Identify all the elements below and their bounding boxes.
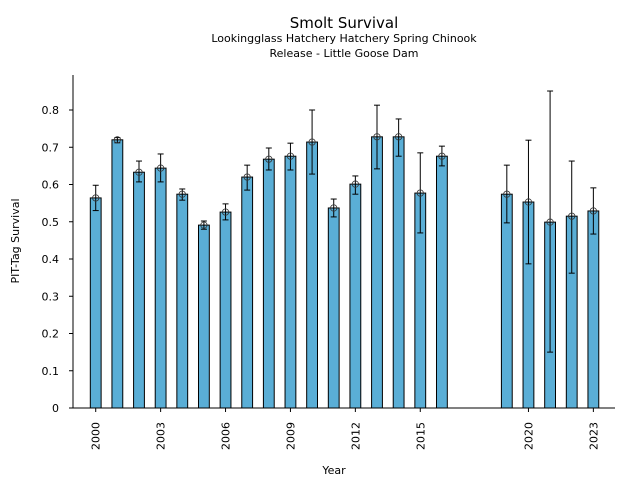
- point-marker-2003: [157, 164, 165, 172]
- error-bar-2008: [265, 147, 272, 171]
- bar-2019: [500, 193, 513, 409]
- y-tick-label: 0.1: [42, 365, 60, 378]
- y-tick-label: 0.6: [42, 179, 60, 192]
- error-bar-2021: [547, 90, 554, 353]
- error-bar-2016: [438, 145, 445, 167]
- y-tick-label: 0.7: [42, 141, 60, 154]
- error-bar-2007: [244, 164, 251, 191]
- bar-2010: [306, 141, 318, 409]
- point-marker-2020: [524, 198, 533, 206]
- bar-2004: [176, 193, 189, 409]
- point-marker-2009: [286, 152, 295, 160]
- point-marker-2010: [308, 138, 316, 146]
- x-tick-label: 2000: [90, 422, 103, 450]
- x-tick-label: 2003: [155, 422, 168, 450]
- bar-2009: [284, 155, 297, 409]
- error-bar-2022: [568, 160, 575, 274]
- x-tick-label: 2006: [220, 422, 233, 450]
- error-bar-2010: [309, 109, 316, 175]
- chart-title: Smolt Survival: [290, 14, 399, 32]
- error-bar-2003: [157, 153, 164, 183]
- error-bar-2015: [417, 152, 424, 234]
- y-axis-label: PIT-Tag Survival: [9, 198, 22, 283]
- error-bar-2009: [287, 142, 294, 171]
- bar-2011: [327, 207, 340, 409]
- bar-2005: [197, 224, 210, 409]
- y-tick-label: 0: [52, 402, 59, 415]
- error-bars-group: [92, 90, 597, 353]
- error-bar-2012: [352, 175, 359, 195]
- error-bar-2013: [373, 104, 380, 170]
- error-bar-2014: [395, 118, 402, 157]
- x-axis-label: Year: [321, 464, 346, 477]
- x-tick-label: 2009: [284, 422, 297, 450]
- point-marker-2022: [568, 212, 576, 220]
- point-marker-2021: [546, 218, 554, 226]
- bars-group: [89, 136, 600, 409]
- point-marker-2005: [200, 221, 208, 229]
- y-tick-label: 0.3: [42, 290, 60, 303]
- point-marker-2000: [92, 194, 100, 202]
- point-marker-2015: [416, 189, 424, 197]
- bar-2006: [219, 211, 232, 409]
- x-tick-label: 2020: [522, 422, 535, 450]
- bar-2003: [154, 167, 167, 409]
- error-bar-2005: [200, 220, 207, 230]
- bar-2014: [392, 136, 405, 409]
- x-axis-ticks: 2000 2003 2006 2009 2012 2015 2020 2023: [90, 408, 600, 450]
- point-marker-2002: [135, 168, 143, 176]
- bar-2007: [241, 176, 254, 409]
- y-axis-ticks: 0 0.1 0.2 0.3 0.4 0.5 0.6 0.7 0.8: [42, 104, 73, 415]
- bar-2001: [111, 139, 124, 409]
- error-bar-2019: [503, 164, 510, 224]
- x-tick-label: 2023: [587, 422, 600, 450]
- point-marker-2023: [589, 207, 597, 215]
- bar-2000: [89, 197, 102, 409]
- point-marker-2019: [503, 190, 511, 198]
- error-bar-2002: [135, 160, 142, 183]
- y-tick-label: 0.4: [42, 253, 60, 266]
- y-tick-label: 0.5: [42, 216, 60, 229]
- bar-2023: [587, 210, 600, 409]
- error-bar-2011: [330, 198, 337, 218]
- point-marker-2006: [221, 208, 230, 216]
- bar-2012: [349, 183, 362, 409]
- point-marker-2014: [395, 133, 403, 141]
- bar-2008: [262, 158, 275, 409]
- y-tick-label: 0.2: [42, 328, 60, 341]
- error-bar-2000: [92, 184, 99, 212]
- point-marker-2008: [265, 155, 273, 163]
- point-marker-2012: [351, 180, 359, 188]
- markers-group: [92, 133, 597, 229]
- bar-2016: [435, 155, 448, 409]
- chart-subtitle-line-2: Release - Little Goose Dam: [270, 47, 419, 60]
- x-tick-label: 2015: [414, 422, 427, 450]
- point-marker-2001: [113, 136, 121, 144]
- chart-subtitle-line-1: Lookingglass Hatchery Hatchery Spring Ch…: [211, 32, 477, 45]
- y-tick-label: 0.8: [42, 104, 60, 117]
- point-marker-2007: [243, 173, 251, 181]
- point-marker-2016: [438, 152, 446, 160]
- point-marker-2011: [330, 204, 338, 212]
- error-bar-2023: [590, 187, 597, 235]
- error-bar-2006: [222, 203, 229, 221]
- bar-2013: [371, 136, 383, 409]
- point-marker-2013: [373, 133, 381, 141]
- x-tick-label: 2012: [349, 422, 362, 450]
- error-bar-2020: [525, 139, 532, 265]
- point-marker-2004: [178, 190, 186, 198]
- bar-2002: [133, 171, 145, 409]
